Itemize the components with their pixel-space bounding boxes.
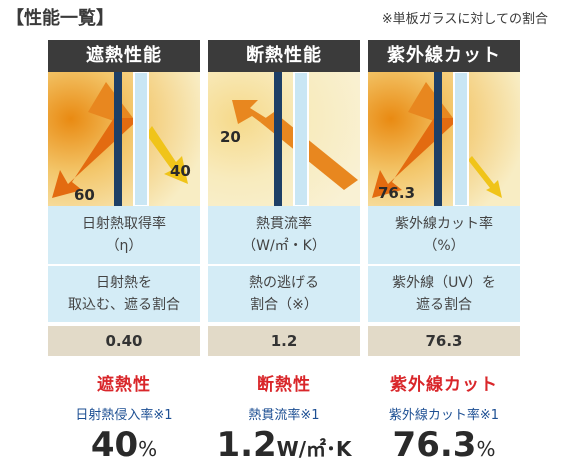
big-value-number: 76.3 [392,425,477,465]
uv-cut-illustration: 76.3 [368,72,520,206]
glass-pane-dark [114,72,122,206]
metric-value: 76.3 [368,326,520,356]
metric-name-line-1: 日射熱取得率 [82,216,166,232]
escaping-arrow-icon [232,100,266,124]
glass-pane-dark [434,72,442,206]
reflected-label: 60 [74,186,95,204]
glass-pane-light [453,72,469,206]
incoming-arrow-icon [88,82,136,126]
summary-title-uv-cut: 紫外線カット [390,375,498,395]
column-header: 断熱性能 [208,40,360,72]
metric-description-line-1: 紫外線（UV）を [392,275,496,291]
big-value-number: 40 [90,425,139,465]
summary-sub-insulation: 熱貫流率※1 [248,408,320,423]
metric-description-line-1: 熱の逃げる [249,275,319,291]
column-header: 紫外線カット [368,40,520,72]
big-value-number: 1.2 [216,425,277,465]
glass-pane-dark [274,72,282,206]
column-insulation: 断熱性能 20 熱貫流率 （W/㎡・K） 熱の逃げる 割合（※） 1.2 [208,40,360,356]
big-value-heat-shield: 40% [44,425,204,465]
glass-pane-light [293,72,309,206]
uv-cut-diagram: 76.3 [368,72,520,206]
glass-pane-light [133,72,149,206]
metric-name-line-1: 熱貫流率 [256,216,312,232]
insulation-diagram: 20 [208,72,360,206]
blocked-uv-label: 76.3 [378,184,415,202]
metric-description: 熱の逃げる 割合（※） [208,264,360,322]
footnote-note: ※単板ガラスに対しての割合 [381,12,548,27]
big-value-unit: % [476,437,496,461]
metric-name-line-2: （W/㎡・K） [242,238,326,254]
metric-name: 紫外線カット率 （%） [368,206,520,264]
column-uv-cut: 紫外線カット 76.3 紫外線カット率 （%） 紫外線（UV）を 遮る割合 76… [368,40,520,356]
metric-description-line-2: 遮る割合 [416,297,472,313]
heat-shield-illustration: 40 60 [48,72,200,206]
big-value-insulation: 1.2W/㎡･K [204,425,364,465]
column-heat-shield: 遮熱性能 40 60 日射熱取得率 （η） 日射熱を 取込む、遮る割合 [48,40,200,356]
metric-description: 日射熱を 取込む、遮る割合 [48,264,200,322]
metric-value: 1.2 [208,326,360,356]
column-header: 遮熱性能 [48,40,200,72]
metric-value: 0.40 [48,326,200,356]
metric-name-line-2: （η） [105,238,143,254]
summary-sub-uv-cut: 紫外線カット率※1 [388,408,500,423]
metric-description-line-2: 取込む、遮る割合 [68,297,180,313]
metric-description-line-1: 日射熱を [96,275,152,291]
escape-label: 20 [220,128,241,146]
big-value-unit: W/㎡･K [276,437,352,461]
big-value-unit: % [138,437,158,461]
transmitted-arrow-icon [146,126,188,184]
transmitted-uv-arrow-icon [468,156,502,198]
metric-name: 日射熱取得率 （η） [48,206,200,264]
summary-title-insulation: 断熱性 [257,375,311,395]
metric-name: 熱貫流率 （W/㎡・K） [208,206,360,264]
metric-name-line-1: 紫外線カット率 [395,216,493,232]
heat-shield-diagram: 40 60 [48,72,200,206]
insulation-illustration: 20 [208,72,360,206]
summary-sub-heat-shield: 日射熱侵入率※1 [75,408,173,423]
page-title: 【性能一覧】 [6,8,114,29]
big-value-uv-cut: 76.3% [364,425,524,465]
transmitted-label: 40 [170,162,191,180]
metric-description: 紫外線（UV）を 遮る割合 [368,264,520,322]
metric-description-line-2: 割合（※） [250,297,318,313]
metric-name-line-2: （%） [423,238,465,254]
incoming-arrow-icon [408,82,456,126]
summary-title-heat-shield: 遮熱性 [97,375,151,395]
